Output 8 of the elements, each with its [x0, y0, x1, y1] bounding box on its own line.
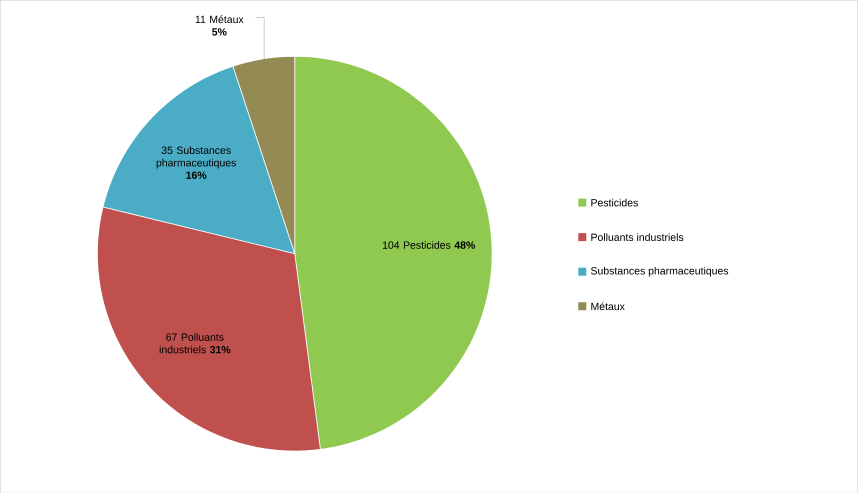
legend-label: Métaux: [591, 302, 625, 310]
data-label: 35 Substances pharmaceutiques 16%: [156, 146, 236, 179]
legend-label: Pesticides: [591, 198, 638, 206]
data-label: 104 Pesticides 48%: [382, 240, 476, 249]
legend-label: Polluants industriels: [591, 233, 684, 241]
legend-label: Substances pharmaceutiques: [590, 266, 728, 276]
data-label: 11 Métaux 5%: [196, 15, 244, 36]
data-label: 67 Polluants industriels 31%: [160, 332, 230, 354]
